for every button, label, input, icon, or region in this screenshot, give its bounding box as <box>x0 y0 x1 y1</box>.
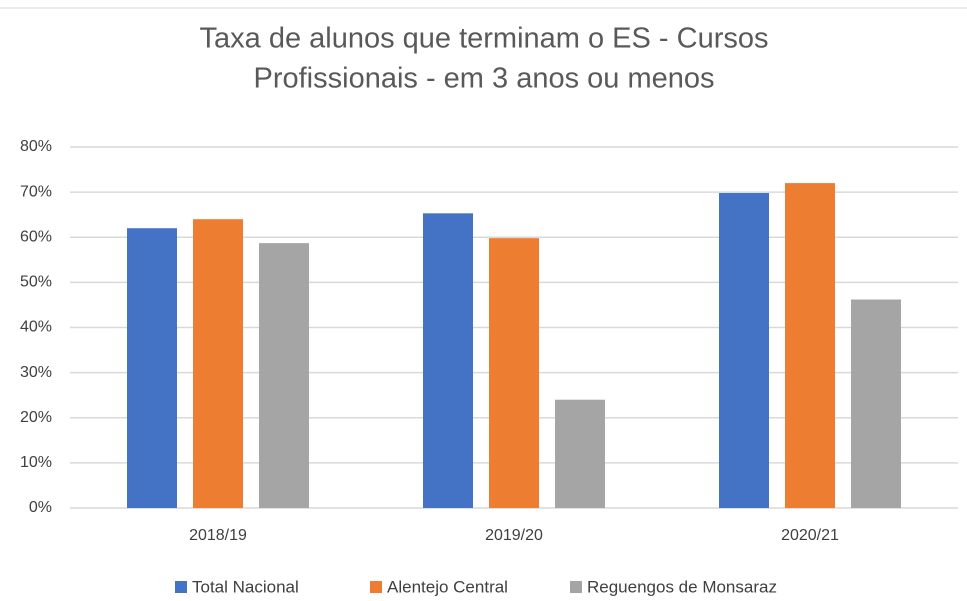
x-tick-label: 2019/20 <box>485 527 543 544</box>
y-tick-label: 40% <box>20 319 52 336</box>
chart-title: Profissionais - em 3 anos ou menos <box>254 63 715 95</box>
legend-swatch <box>570 581 582 593</box>
bar <box>489 238 539 508</box>
y-tick-label: 70% <box>20 183 52 200</box>
y-tick-label: 20% <box>20 409 52 426</box>
y-tick-label: 30% <box>20 364 52 381</box>
legend-label: Alentejo Central <box>387 577 508 596</box>
y-tick-label: 10% <box>20 454 52 471</box>
bar <box>259 243 309 508</box>
bar <box>423 213 473 509</box>
x-tick-label: 2020/21 <box>781 527 839 544</box>
x-tick-label: 2018/19 <box>189 527 247 544</box>
y-tick-label: 60% <box>20 228 52 245</box>
bar <box>193 219 243 508</box>
y-tick-label: 50% <box>20 274 52 291</box>
bar <box>555 399 605 508</box>
legend-label: Total Nacional <box>192 577 299 596</box>
legend-swatch <box>370 581 382 593</box>
bar <box>785 183 835 508</box>
bar <box>719 193 769 508</box>
y-tick-label: 0% <box>29 499 52 516</box>
y-tick-label: 80% <box>20 138 52 155</box>
bar <box>851 299 901 508</box>
chart-title: Taxa de alunos que terminam o ES - Curso… <box>200 23 769 55</box>
legend-swatch <box>175 581 187 593</box>
bar <box>127 228 177 508</box>
legend-label: Reguengos de Monsaraz <box>587 577 777 596</box>
